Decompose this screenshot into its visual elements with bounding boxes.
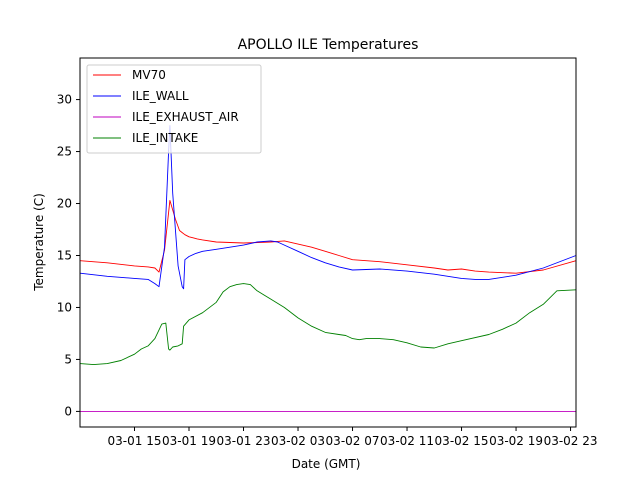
x-tick-label: 03-02 11: [380, 434, 434, 448]
x-tick-label: 03-01 15: [108, 434, 162, 448]
legend-label: MV70: [132, 68, 166, 82]
x-tick-label: 03-02 19: [489, 434, 543, 448]
x-tick-label: 03-01 23: [217, 434, 271, 448]
legend-box: [86, 64, 262, 154]
y-axis-label: Temperature (C): [32, 193, 46, 292]
x-axis-label: Date (GMT): [292, 457, 361, 471]
plot-area: [79, 57, 577, 428]
axes-frame: [79, 57, 577, 428]
y-tick-label: 15: [57, 248, 72, 262]
x-tick-label: 03-02 23: [544, 434, 598, 448]
x-tick-label: 03-02 07: [326, 434, 380, 448]
y-tick-label: 10: [57, 300, 72, 314]
series-layer: [79, 125, 577, 412]
y-tick-label: 25: [57, 145, 72, 159]
y-tick-label: 30: [57, 93, 72, 107]
x-tick-label: 03-02 03: [271, 434, 325, 448]
x-axis: 03-01 15 03-01 19 03-01 23 03-02 03 03-02 07…: [108, 427, 598, 448]
legend: MV70 ILE_WALL ILE_EXHAUST_AIR ILE_INTAKE: [86, 64, 262, 154]
y-tick-label: 20: [57, 197, 72, 211]
x-tick-label: 03-02 15: [435, 434, 489, 448]
legend-items: MV70 ILE_WALL ILE_EXHAUST_AIR ILE_INTAKE: [93, 68, 239, 145]
y-tick-label: 5: [64, 352, 72, 366]
chart-title: APOLLO ILE Temperatures: [238, 37, 419, 53]
legend-label: ILE_WALL: [132, 89, 189, 103]
x-tick-label: 03-01 19: [162, 434, 216, 448]
legend-label: ILE_EXHAUST_AIR: [132, 110, 239, 124]
legend-label: ILE_INTAKE: [132, 131, 198, 145]
y-tick-label: 0: [64, 404, 72, 418]
series-line-ile-intake: [79, 283, 577, 366]
y-axis: 0 5 10 15 20 25 30: [57, 93, 80, 418]
series-line-ile-wall: [79, 125, 577, 290]
